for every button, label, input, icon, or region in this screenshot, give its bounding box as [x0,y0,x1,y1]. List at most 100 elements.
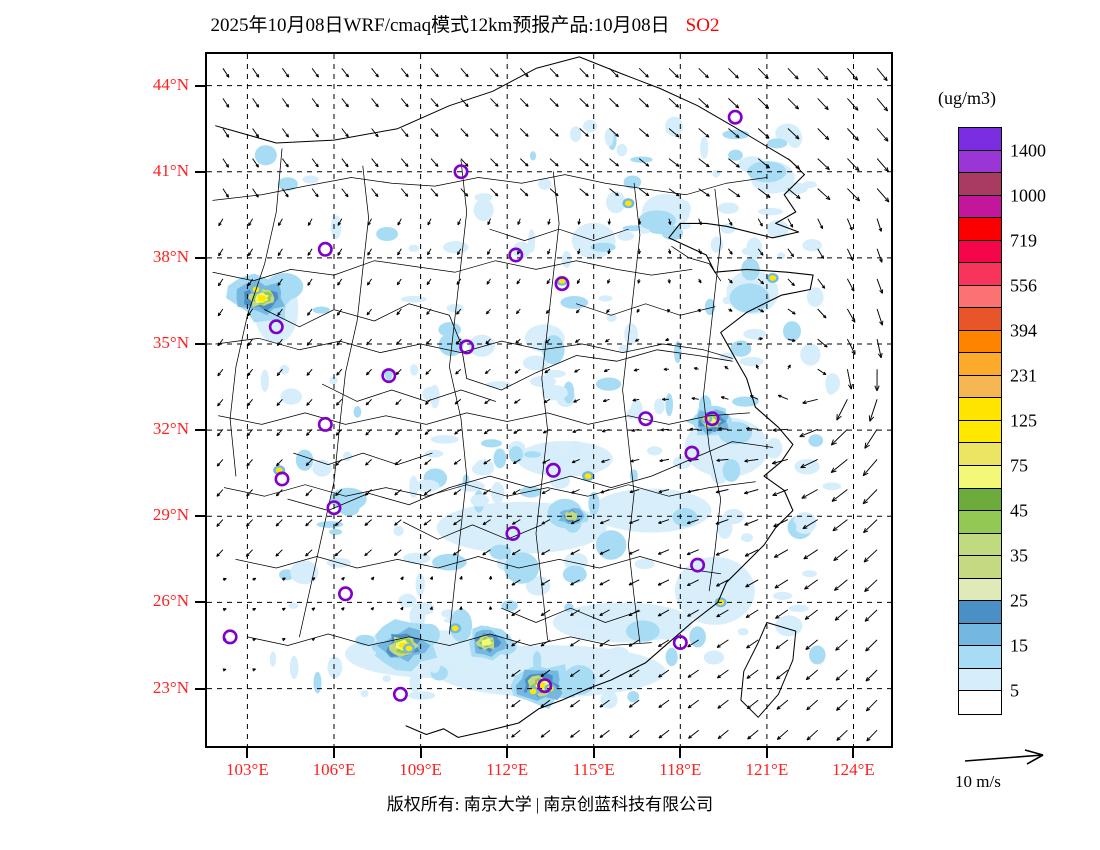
city-marker-4[interactable] [554,276,570,292]
lon-label-121: 121°E [745,760,789,779]
colorbar-band-23 [959,646,1001,669]
credit-right: 南京创蓝科技有限公司 [543,795,714,814]
city-marker-16[interactable] [690,557,706,573]
city-marker-5[interactable] [268,319,284,335]
lon-tick-mark [765,748,768,758]
city-marker-12[interactable] [274,471,290,487]
lon-label-124: 124°E [832,760,875,779]
map-canvas [207,54,891,746]
lon-label-103: 103°E [226,760,269,779]
wind-arrow-icon [963,748,1053,770]
colorbar-band-8 [959,308,1001,331]
lat-label-26: 26°N [152,591,189,611]
copyright-credit: 版权所有: 南京大学 | 南京创蓝科技有限公司 [0,790,1100,815]
city-marker-21[interactable] [537,678,553,694]
lat-tick-mark [195,256,205,259]
lon-label-106: 106°E [312,760,356,779]
colorbar-band-3 [959,195,1001,219]
lon-label-109: 109°E [399,760,442,779]
title-text: 2025年10月08日WRF/cmaq模式12km预报产品:10月08日 [210,15,670,36]
city-marker-9[interactable] [638,411,654,427]
colorbar-band-7 [959,285,1001,309]
wind-vectors [216,67,890,742]
city-marker-19[interactable] [672,635,688,651]
lat-label-23: 23°N [152,677,189,697]
city-marker-3[interactable] [508,247,524,263]
concentration-field [226,116,842,709]
lat-label-38: 38°N [152,246,189,266]
city-marker-6[interactable] [459,339,475,355]
lat-tick-mark [195,515,205,518]
colorbar-band-14 [959,443,1001,466]
lon-label-115: 115°E [572,760,615,779]
city-marker-11[interactable] [684,445,700,461]
colorbar-band-2 [959,173,1001,196]
lon-label-112: 112°E [486,760,529,779]
colorbar-band-20 [959,578,1001,602]
lon-tick-mark [679,748,682,758]
colorbar-tick-75: 75 [1010,455,1028,476]
colorbar-tick-25: 25 [1010,590,1028,611]
city-marker-15[interactable] [505,525,521,541]
colorbar-band-0 [959,128,1001,151]
lon-tick-mark [246,748,249,758]
colorbar-band-12 [959,398,1001,421]
lat-tick-mark [195,601,205,604]
colorbar-tick-5: 5 [1010,680,1019,701]
lon-tick-mark [852,748,855,758]
city-marker-13[interactable] [545,462,561,478]
city-marker-17[interactable] [338,586,354,602]
colorbar-band-4 [959,218,1001,241]
wind-scale-label: 10 m/s [955,772,1001,791]
lon-tick-mark [592,748,595,758]
colorbar-band-6 [959,263,1001,286]
colorbar-tick-125: 125 [1010,410,1037,431]
colorbar-units-label: (ug/m3) [938,88,996,108]
colorbar-tick-35: 35 [1010,545,1028,566]
lat-tick-mark [195,429,205,432]
colorbar-band-11 [959,375,1001,399]
colorbar-band-18 [959,533,1001,557]
colorbar-band-22 [959,623,1001,647]
lat-label-35: 35°N [152,333,189,352]
colorbar-band-10 [959,353,1001,376]
credit-separator: | [535,795,540,814]
lat-label-41: 41°N [152,160,189,180]
colorbar-tick-45: 45 [1010,500,1028,521]
city-marker-18[interactable] [222,629,238,645]
city-marker-2[interactable] [317,241,333,257]
city-marker-20[interactable] [392,686,408,702]
colorbar-tick-719: 719 [1010,230,1037,251]
colorbar-band-13 [959,420,1001,444]
lat-tick-mark [195,170,205,173]
colorbar-band-19 [959,556,1001,579]
colorbar-band-15 [959,465,1001,489]
city-marker-10[interactable] [704,411,720,427]
page-title: 2025年10月08日WRF/cmaq模式12km预报产品:10月08日 SO2 [0,10,930,37]
city-markers [222,109,743,702]
city-marker-8[interactable] [317,416,333,432]
city-marker-0[interactable] [727,109,743,125]
city-marker-14[interactable] [326,500,342,516]
colorbar-band-9 [959,330,1001,354]
lat-tick-mark [195,687,205,690]
colorbar[interactable] [958,127,1002,715]
colorbar-band-1 [959,150,1001,174]
wind-scale-legend: 10 m/s [955,748,1095,792]
colorbar-tick-1000: 1000 [1010,185,1046,206]
lat-label-44: 44°N [152,74,189,94]
species-label: SO2 [685,15,720,36]
colorbar-tick-556: 556 [1010,275,1037,296]
city-marker-1[interactable] [453,164,469,180]
colorbar-band-16 [959,488,1001,512]
city-marker-7[interactable] [381,368,397,384]
colorbar-band-17 [959,511,1001,534]
colorbar-tick-394: 394 [1010,320,1037,341]
colorbar-band-5 [959,240,1001,264]
colorbar-band-25 [959,691,1001,714]
colorbar-tick-15: 15 [1010,635,1028,656]
lon-tick-mark [506,748,509,758]
colorbar-band-21 [959,601,1001,624]
map-plot-area[interactable] [205,52,893,748]
